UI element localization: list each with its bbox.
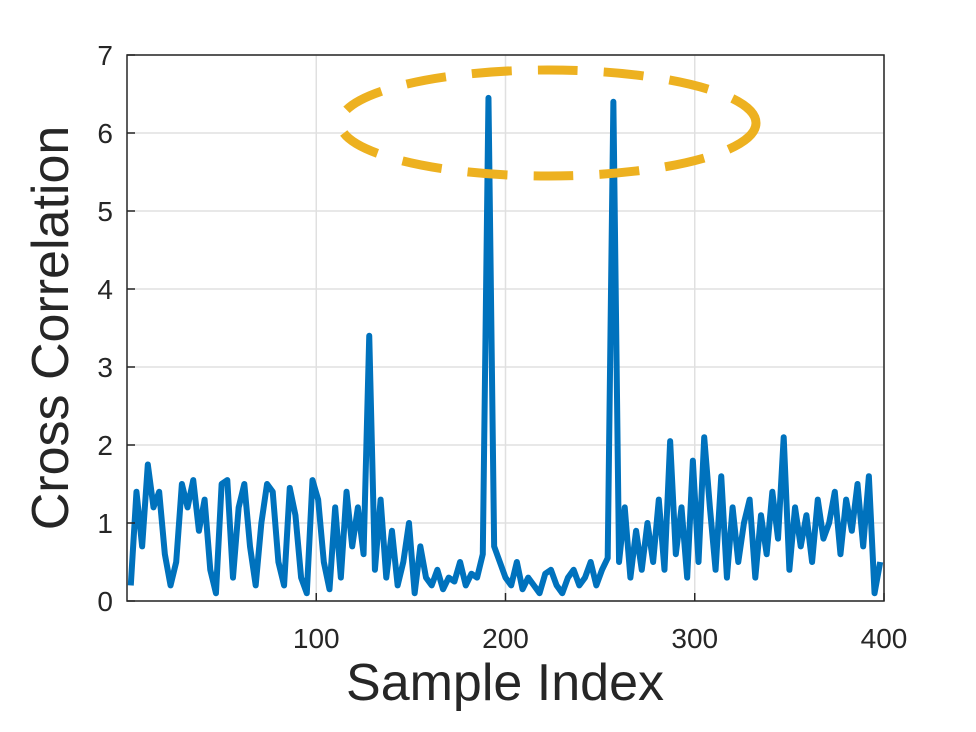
y-axis-label: Cross Correlation bbox=[22, 126, 80, 531]
y-tick-label: 0 bbox=[97, 586, 113, 617]
y-tick-label: 5 bbox=[97, 196, 113, 227]
data-line bbox=[127, 94, 884, 597]
y-tick-label: 4 bbox=[97, 274, 113, 305]
y-tick-label: 6 bbox=[97, 118, 113, 149]
plot-area bbox=[127, 94, 884, 597]
x-tick-label: 200 bbox=[482, 623, 529, 654]
highlight-ellipse bbox=[335, 65, 761, 181]
x-tick-label: 100 bbox=[293, 623, 340, 654]
y-tick-label: 1 bbox=[97, 508, 113, 539]
x-tick-label: 400 bbox=[861, 623, 908, 654]
y-tick-label: 2 bbox=[97, 430, 113, 461]
x-tick-label: 300 bbox=[671, 623, 718, 654]
y-tick-label: 7 bbox=[97, 40, 113, 71]
y-tick-label: 3 bbox=[97, 352, 113, 383]
x-axis-label: Sample Index bbox=[346, 654, 664, 712]
